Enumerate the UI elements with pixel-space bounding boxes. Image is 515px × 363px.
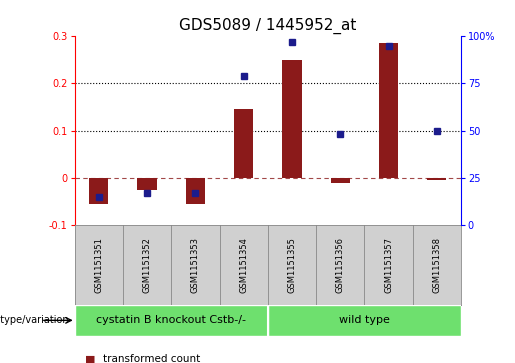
Bar: [186, 178, 205, 204]
Bar: [379, 44, 398, 178]
Text: GSM1151357: GSM1151357: [384, 237, 393, 293]
Text: wild type: wild type: [339, 315, 390, 325]
Bar: [427, 178, 447, 180]
Text: genotype/variation: genotype/variation: [0, 315, 70, 325]
Text: ■: ■: [85, 354, 95, 363]
Text: GSM1151351: GSM1151351: [94, 237, 104, 293]
Text: GSM1151352: GSM1151352: [143, 237, 151, 293]
Text: GSM1151358: GSM1151358: [432, 237, 441, 293]
Bar: [89, 178, 109, 204]
Text: transformed count: transformed count: [103, 354, 200, 363]
Text: cystatin B knockout Cstb-/-: cystatin B knockout Cstb-/-: [96, 315, 246, 325]
Text: GSM1151353: GSM1151353: [191, 237, 200, 293]
Bar: [138, 178, 157, 189]
Text: GSM1151355: GSM1151355: [287, 237, 297, 293]
Bar: [331, 178, 350, 183]
Text: GSM1151356: GSM1151356: [336, 237, 345, 293]
Bar: [268, 305, 461, 336]
Bar: [75, 305, 268, 336]
Title: GDS5089 / 1445952_at: GDS5089 / 1445952_at: [179, 17, 356, 33]
Bar: [234, 110, 253, 178]
Bar: [282, 60, 302, 178]
Text: GSM1151354: GSM1151354: [239, 237, 248, 293]
